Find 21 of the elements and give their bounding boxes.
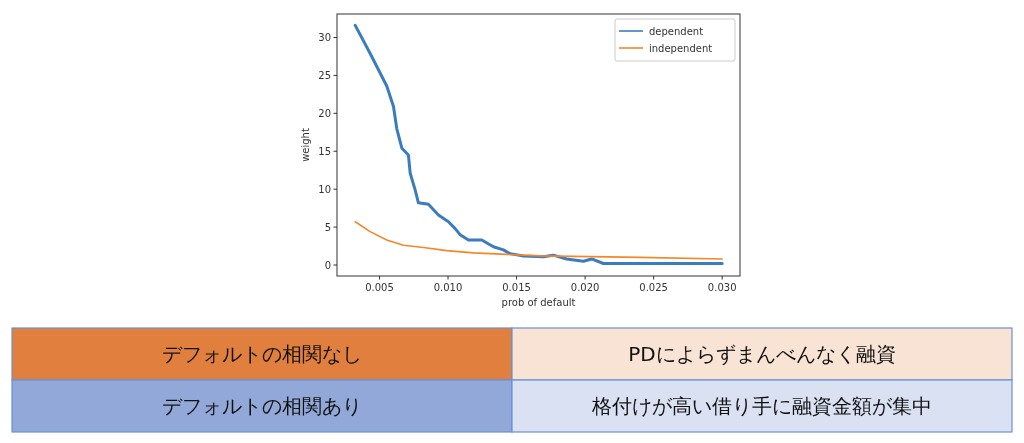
- x-tick-label: 0.005: [365, 282, 394, 293]
- text: 格付けが高い借り手に融資金額が集中: [591, 394, 932, 418]
- x-axis-title: prob of default: [501, 297, 576, 308]
- x-tick-label: 0.020: [570, 282, 600, 293]
- x-tick-label: 0.030: [707, 282, 737, 293]
- x-tick-label: 0.015: [502, 282, 531, 293]
- x-tick-label: 0.025: [639, 282, 668, 293]
- y-tick-label: 30: [318, 32, 331, 44]
- text: デフォルトの相関なし: [162, 342, 362, 366]
- text: デフォルトの相関あり: [162, 394, 362, 418]
- y-tick-label: 5: [324, 221, 331, 233]
- y-axis-title: weight: [300, 128, 311, 162]
- y-tick-label: 20: [318, 107, 331, 119]
- y-tick-label: 15: [318, 145, 331, 157]
- legend-label: independent: [649, 42, 713, 54]
- y-tick-label: 0: [324, 259, 331, 271]
- y-tick-label: 10: [318, 183, 331, 195]
- x-tick-label: 0.010: [433, 282, 463, 293]
- y-tick-label: 25: [318, 69, 331, 81]
- text: PDによらずまんべんなく融資: [628, 342, 896, 366]
- legend-label: dependent: [649, 25, 704, 37]
